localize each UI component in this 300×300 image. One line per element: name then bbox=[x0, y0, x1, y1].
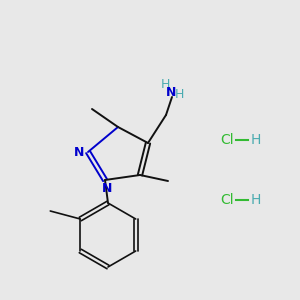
Text: H: H bbox=[251, 133, 261, 147]
Text: H: H bbox=[160, 79, 170, 92]
Text: N: N bbox=[102, 182, 112, 196]
Text: N: N bbox=[166, 86, 176, 100]
Text: Cl: Cl bbox=[220, 133, 234, 147]
Text: H: H bbox=[251, 193, 261, 207]
Text: N: N bbox=[74, 146, 84, 160]
Text: Cl: Cl bbox=[220, 193, 234, 207]
Text: H: H bbox=[174, 88, 184, 101]
